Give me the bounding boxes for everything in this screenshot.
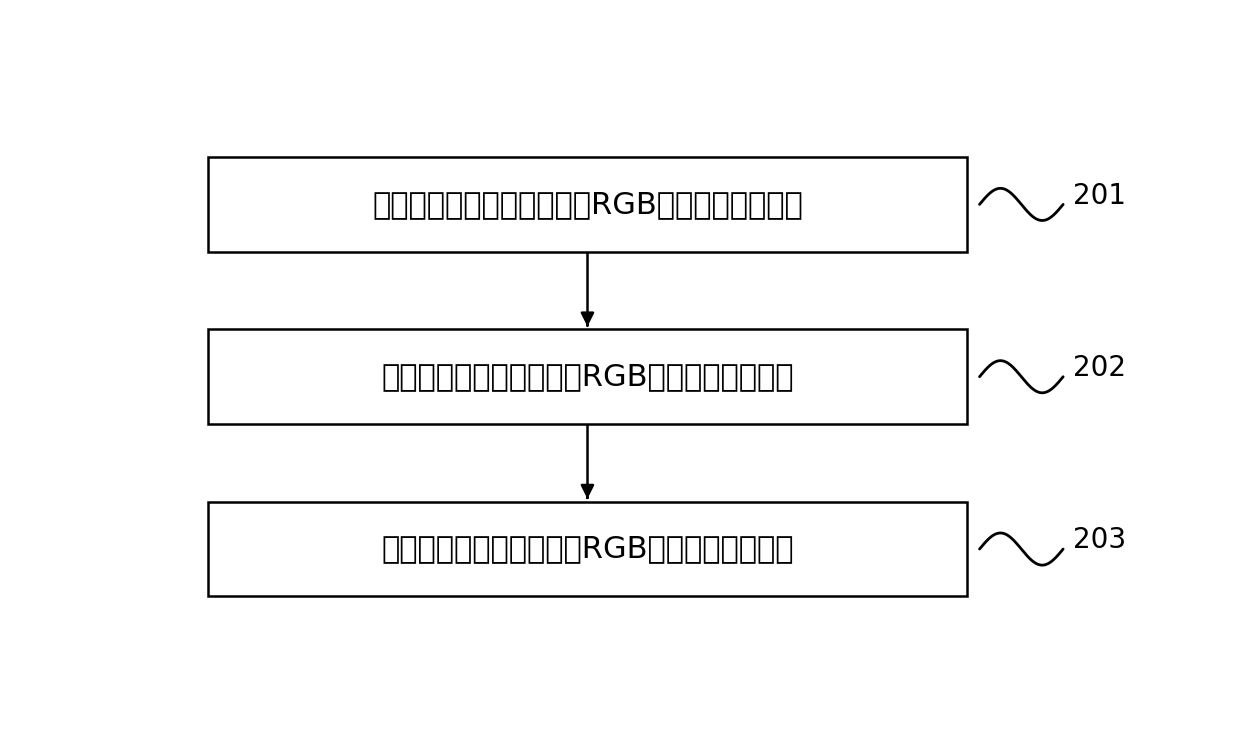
Bar (208, 501, 967, 597)
Text: 分别滤波处理三个通道的RGB灰度均值数据曲线: 分别滤波处理三个通道的RGB灰度均值数据曲线 (381, 363, 794, 391)
Bar (208, 329, 967, 424)
Text: 203: 203 (1073, 527, 1126, 554)
Bar (208, 157, 967, 252)
Text: 202: 202 (1073, 354, 1126, 382)
Text: 分别去噪处理三个通道的RGB灰度均值数据曲线: 分别去噪处理三个通道的RGB灰度均值数据曲线 (381, 535, 794, 563)
Text: 分别归一化处理三个通道的RGB灰度均值数据曲线: 分别归一化处理三个通道的RGB灰度均值数据曲线 (372, 190, 802, 219)
Text: 201: 201 (1073, 182, 1126, 210)
